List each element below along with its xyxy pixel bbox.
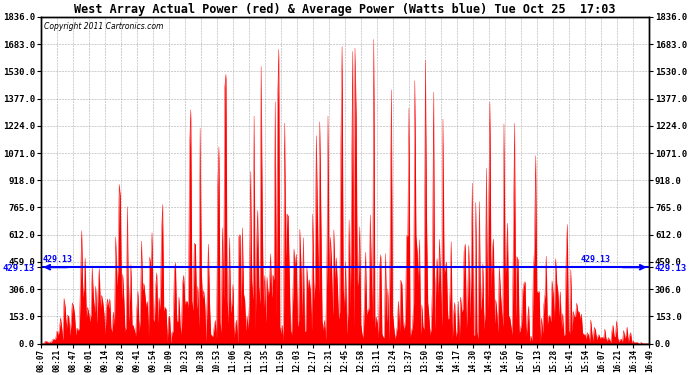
Text: 429.13: 429.13 [580,255,610,264]
Title: West Array Actual Power (red) & Average Power (Watts blue) Tue Oct 25  17:03: West Array Actual Power (red) & Average … [75,3,615,16]
Text: 429.13: 429.13 [43,255,73,264]
Text: Copyright 2011 Cartronics.com: Copyright 2011 Cartronics.com [43,22,163,31]
